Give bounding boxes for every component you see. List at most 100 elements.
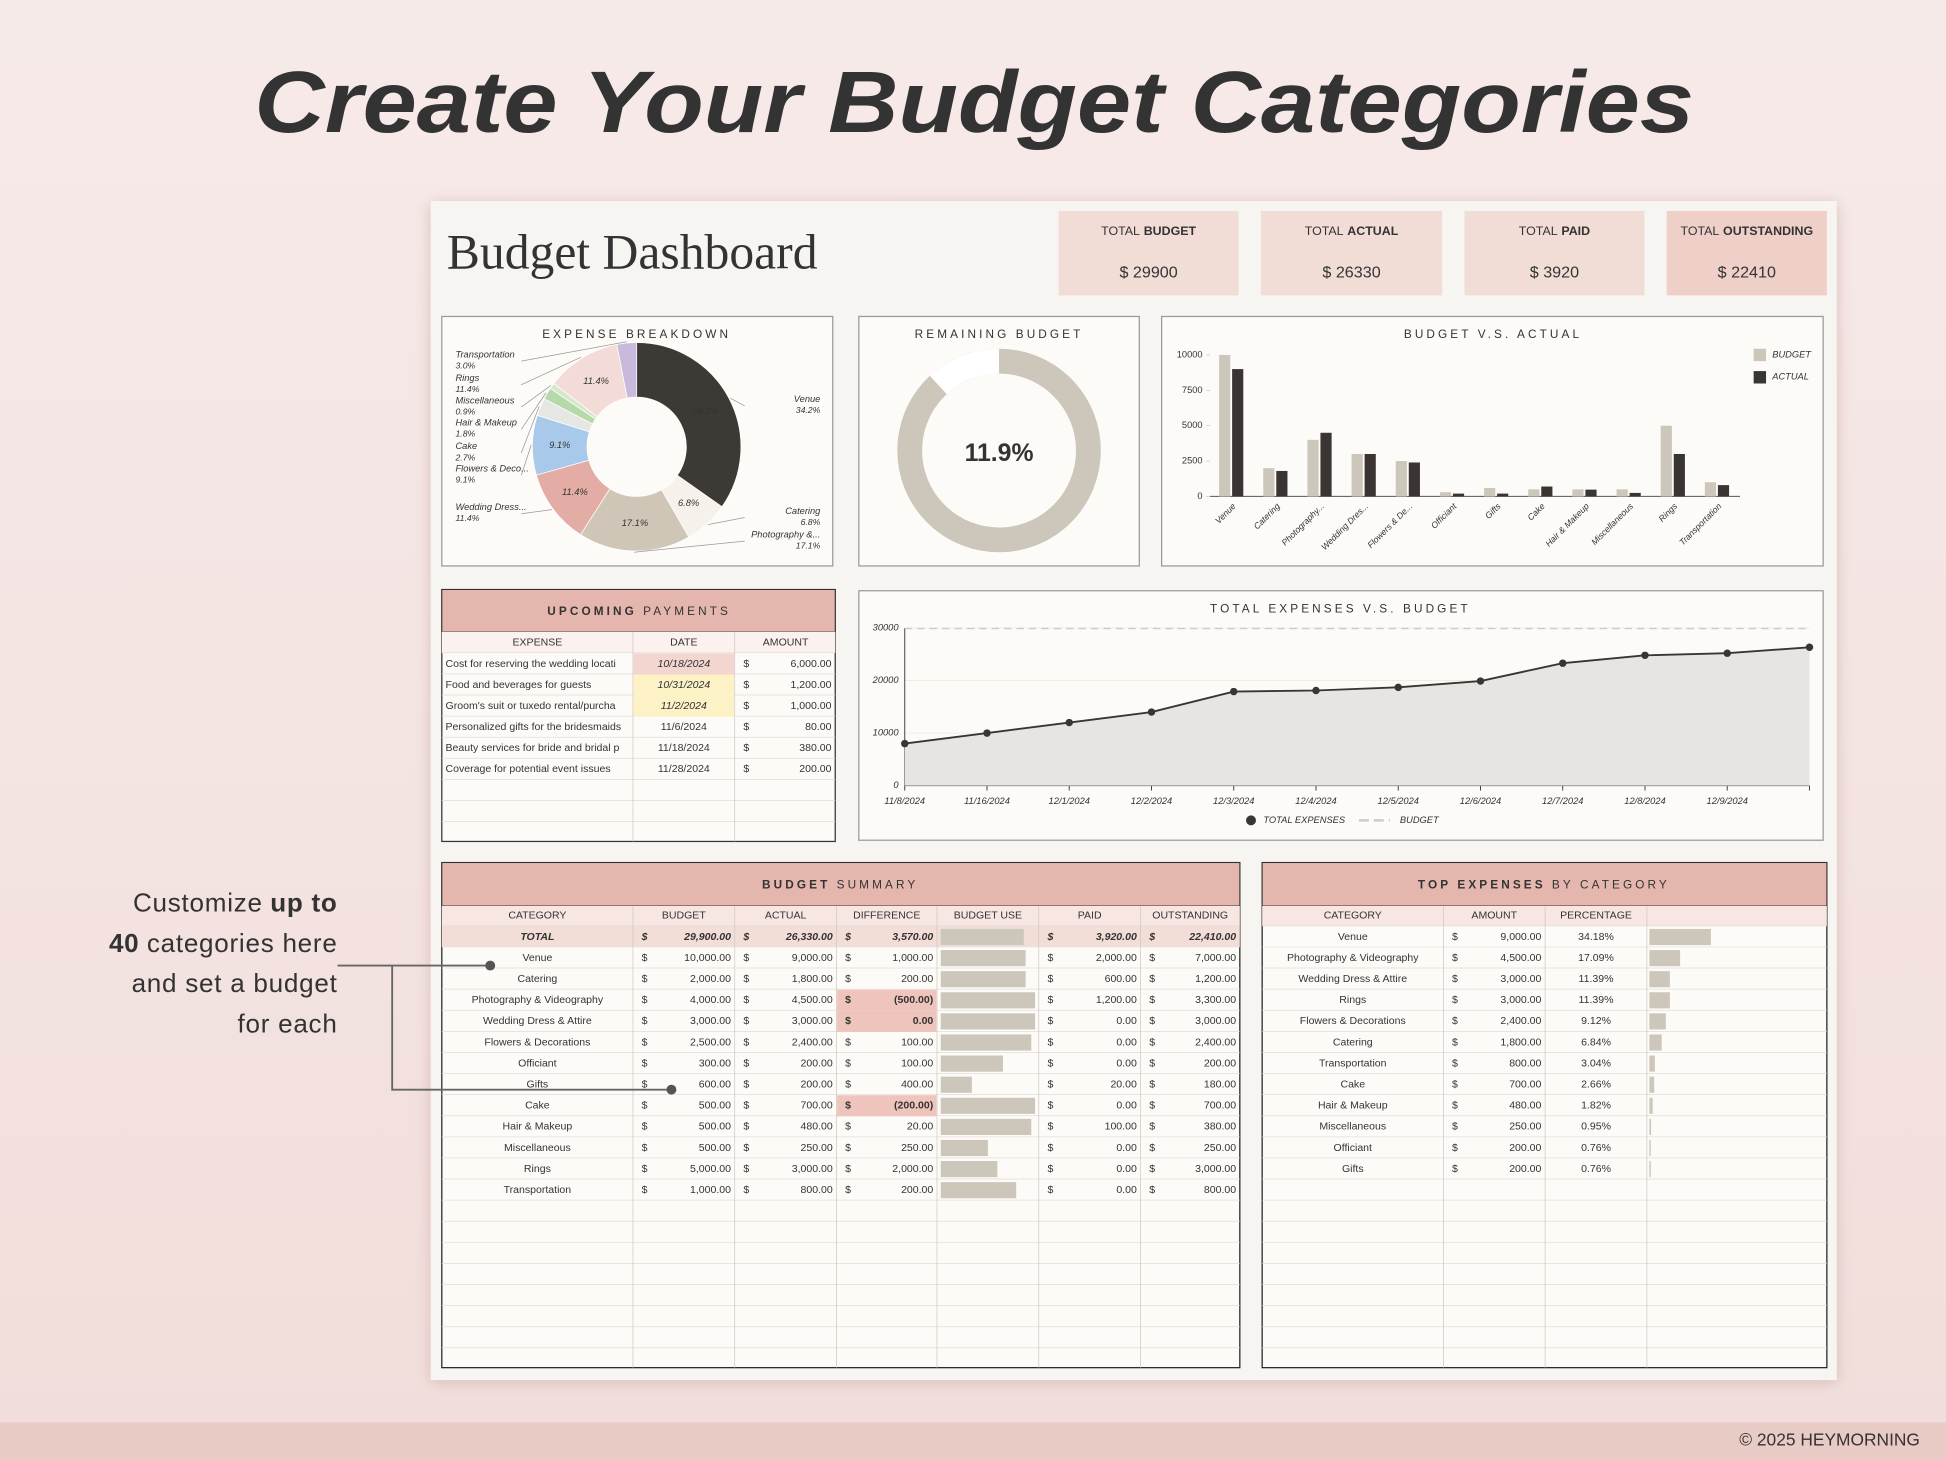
kpi-label: TOTAL ACTUAL: [1305, 224, 1399, 238]
currency-sign: $: [1047, 1142, 1053, 1154]
leader-line: [730, 397, 745, 407]
budget-use-bar: [940, 1161, 998, 1178]
pie-legend-name: Flowers & Deco...: [455, 464, 528, 474]
pie-legend-name: Transportation: [455, 349, 514, 359]
money-cell: 4,500.00: [1500, 952, 1541, 964]
budget-use-bar: [940, 992, 1036, 1009]
money-cell: 200.00: [801, 1057, 833, 1069]
percent-bar: [1649, 1139, 1651, 1157]
connector-dot: [666, 1084, 677, 1095]
leader-line: [520, 444, 532, 476]
header-row: [1262, 905, 1827, 926]
category-name: Officiant: [1334, 1142, 1373, 1154]
money-cell: 3,000.00: [1500, 994, 1541, 1006]
column-header: DIFFERENCE: [853, 910, 920, 922]
currency-sign: $: [743, 1078, 749, 1090]
point: [1147, 708, 1156, 716]
kpi-label: TOTAL OUTSTANDING: [1680, 224, 1813, 238]
currency-sign: $: [743, 679, 749, 691]
currency-sign: $: [1047, 994, 1053, 1006]
currency-sign: $: [1047, 1163, 1053, 1175]
currency-sign: $: [845, 1163, 851, 1175]
expense-name: Cost for reserving the wedding locati: [446, 658, 616, 670]
date-highlight: [633, 653, 735, 675]
percent-cell: 1.82%: [1581, 1100, 1611, 1112]
pie-legend-value: 9.1%: [455, 475, 475, 485]
money-cell: 3,570.00: [892, 931, 933, 943]
money-cell: 0.00: [1116, 1015, 1137, 1027]
y-tick-label: 2500: [1182, 456, 1203, 466]
category-name: Cake: [525, 1100, 550, 1112]
money-cell: 700.00: [1204, 1100, 1236, 1112]
money-cell: 250.00: [901, 1142, 933, 1154]
money-cell: 500.00: [699, 1142, 731, 1154]
pie-legend-value: 11.4%: [455, 384, 479, 394]
expense-name: Beauty services for bride and bridal p: [446, 742, 620, 754]
bar: [1408, 462, 1420, 497]
currency-sign: $: [642, 973, 648, 985]
point: [1476, 677, 1485, 685]
currency-sign: $: [845, 1121, 851, 1133]
headline: Create Your Budget Categories: [254, 54, 1694, 151]
category-name: TOTAL: [520, 931, 554, 943]
pie-legend-name: Miscellaneous: [455, 395, 514, 405]
currency-sign: $: [844, 931, 851, 943]
budget-use-bar: [940, 1013, 1036, 1030]
table-title-rest: PAYMENTS: [643, 605, 731, 618]
kpi-label-prefix: TOTAL: [1305, 224, 1344, 238]
budget-use-bar: [940, 928, 1024, 946]
money-cell: 0.00: [1116, 1184, 1137, 1196]
money-cell: 100.00: [901, 1036, 933, 1048]
expense-name: Coverage for potential event issues: [446, 763, 611, 775]
money-cell: 2,000.00: [690, 973, 731, 985]
callout-part: categories here: [147, 928, 338, 958]
bar: [1629, 492, 1641, 497]
category-name: Miscellaneous: [504, 1142, 571, 1154]
leader-line: [634, 540, 745, 553]
callout-line: Customize up to: [133, 888, 338, 918]
money-cell: 200.00: [901, 1184, 933, 1196]
leader-line: [521, 509, 553, 515]
currency-sign: $: [642, 952, 648, 964]
money-cell: 9,000.00: [792, 952, 833, 964]
difference-alert: [837, 989, 937, 1011]
money-cell: 300.00: [699, 1057, 731, 1069]
currency-sign: $: [1452, 1121, 1458, 1133]
currency-sign: $: [743, 658, 749, 670]
money-cell: 10,000.00: [684, 952, 731, 964]
column-header: DATE: [670, 637, 697, 649]
category-name: Photography & Videography: [472, 994, 604, 1006]
difference-alert: [837, 1095, 937, 1117]
money-cell: 480.00: [801, 1121, 833, 1133]
point: [1394, 683, 1402, 692]
x-tick-label: 12/1/2024: [1049, 796, 1090, 806]
currency-sign: $: [1149, 952, 1155, 964]
budget-use-bar: [940, 971, 1026, 988]
point: [1065, 718, 1073, 727]
column-header: CATEGORY: [1324, 910, 1382, 922]
currency-sign: $: [1149, 1121, 1155, 1133]
money-cell: 700.00: [801, 1100, 833, 1112]
money-cell: 5,000.00: [690, 1163, 731, 1175]
money-cell: 0.00: [1116, 1163, 1137, 1175]
widget-frame: [1161, 315, 1824, 567]
money-cell: 2,000.00: [892, 1163, 933, 1175]
money-cell: 7,000.00: [1195, 952, 1236, 964]
money-cell: 200.00: [1204, 1057, 1236, 1069]
money-cell: 2,000.00: [1096, 952, 1137, 964]
percent-cell: 6.84%: [1581, 1036, 1611, 1048]
x-tick-label: 12/5/2024: [1378, 796, 1419, 806]
category-name: Hair & Makeup: [503, 1121, 573, 1133]
bar: [1572, 489, 1584, 497]
x-tick-label: 12/2/2024: [1131, 796, 1172, 806]
date-highlight: [633, 695, 735, 717]
money-cell: 1,200.00: [1096, 994, 1137, 1006]
payment-amount: 6,000.00: [791, 658, 832, 670]
currency-sign: $: [743, 742, 749, 754]
currency-sign: $: [1452, 1057, 1458, 1069]
callout-line: and set a budget: [132, 968, 338, 998]
bar: [1673, 453, 1685, 497]
payment-amount: 380.00: [799, 742, 831, 754]
x-tick-label: 11/16/2024: [964, 796, 1010, 806]
currency-sign: $: [642, 1015, 648, 1027]
